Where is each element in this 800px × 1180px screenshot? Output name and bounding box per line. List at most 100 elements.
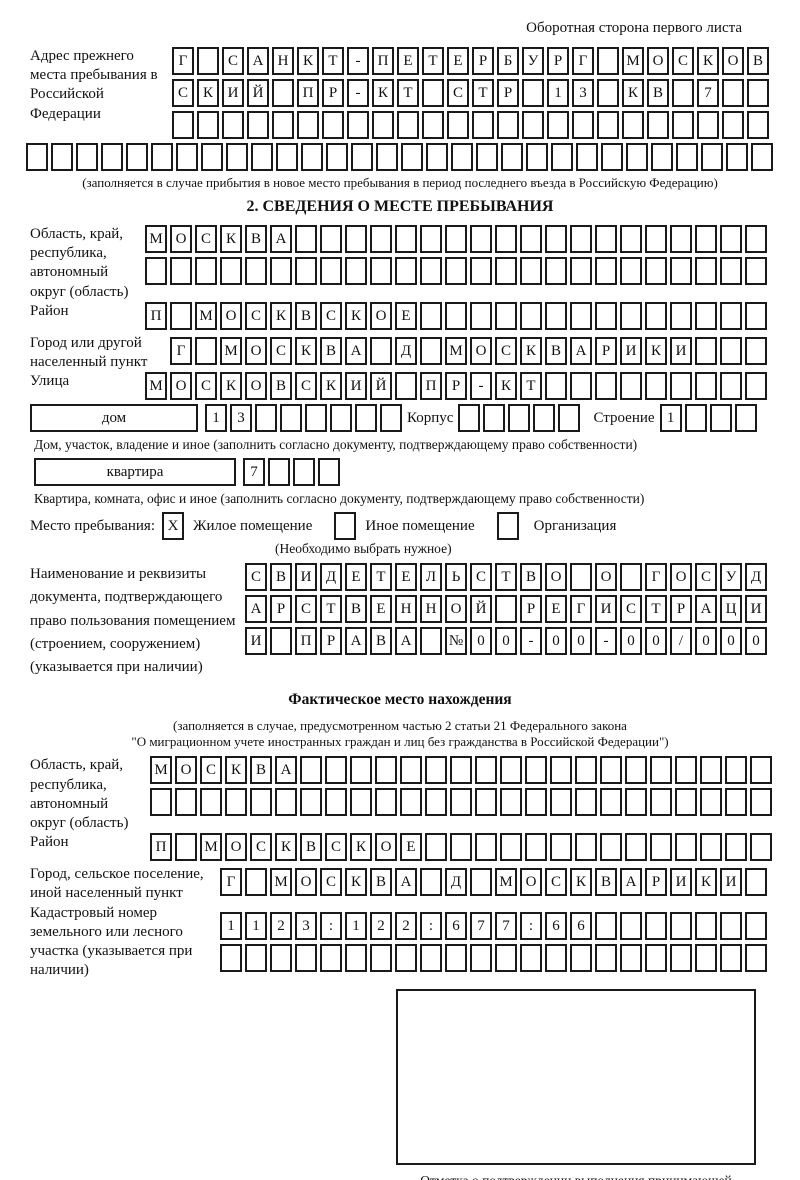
char-cell[interactable] xyxy=(645,225,667,253)
char-cell[interactable] xyxy=(495,595,517,624)
char-cell[interactable] xyxy=(445,257,467,285)
char-cell[interactable]: Ц xyxy=(720,595,742,624)
char-cell[interactable]: Р xyxy=(445,372,467,401)
char-cell[interactable]: Р xyxy=(472,47,494,75)
char-cell[interactable] xyxy=(176,143,198,171)
char-cell[interactable]: С xyxy=(295,595,317,624)
char-cell[interactable]: Е xyxy=(447,47,469,75)
char-cell[interactable] xyxy=(520,225,542,253)
char-cell[interactable]: А xyxy=(245,595,267,624)
char-cell[interactable] xyxy=(670,301,692,330)
char-cell[interactable]: П xyxy=(295,627,317,656)
char-cell[interactable] xyxy=(347,111,369,139)
char-cell[interactable]: 1 xyxy=(245,911,267,940)
char-cell[interactable] xyxy=(595,372,617,401)
char-cell[interactable] xyxy=(500,756,522,785)
char-cell[interactable]: С xyxy=(672,47,694,75)
char-cell[interactable]: К xyxy=(345,868,367,897)
char-cell[interactable] xyxy=(750,756,772,785)
char-cell[interactable] xyxy=(745,372,767,401)
char-cell[interactable] xyxy=(745,868,767,897)
char-cell[interactable]: О xyxy=(722,47,744,75)
char-cell[interactable] xyxy=(597,79,619,107)
char-cell[interactable] xyxy=(472,111,494,139)
char-cell[interactable]: П xyxy=(145,301,167,330)
char-cell[interactable] xyxy=(547,111,569,139)
char-cell[interactable] xyxy=(500,788,522,817)
char-cell[interactable] xyxy=(525,833,547,862)
char-cell[interactable]: 7 xyxy=(470,911,492,940)
char-cell[interactable] xyxy=(445,225,467,253)
char-cell[interactable]: Д xyxy=(320,563,342,592)
char-cell[interactable] xyxy=(570,301,592,330)
char-cell[interactable]: М xyxy=(445,336,467,365)
char-cell[interactable]: 0 xyxy=(745,627,767,656)
char-cell[interactable] xyxy=(525,756,547,785)
char-cell[interactable] xyxy=(326,143,348,171)
char-cell[interactable] xyxy=(709,404,732,433)
char-cell[interactable] xyxy=(726,143,748,171)
char-cell[interactable] xyxy=(370,257,392,285)
char-cell[interactable] xyxy=(575,756,597,785)
char-cell[interactable] xyxy=(520,301,542,330)
char-cell[interactable] xyxy=(150,788,172,817)
char-cell[interactable] xyxy=(175,833,197,862)
char-cell[interactable] xyxy=(425,788,447,817)
char-cell[interactable] xyxy=(293,458,315,487)
char-cell[interactable] xyxy=(170,301,192,330)
char-cell[interactable]: Г xyxy=(220,868,242,897)
char-cell[interactable] xyxy=(622,111,644,139)
char-cell[interactable] xyxy=(245,257,267,285)
char-cell[interactable] xyxy=(675,788,697,817)
char-cell[interactable]: 0 xyxy=(620,627,642,656)
char-cell[interactable]: Д xyxy=(395,336,417,365)
char-cell[interactable] xyxy=(670,911,692,940)
char-cell[interactable] xyxy=(695,225,717,253)
char-cell[interactable] xyxy=(647,111,669,139)
char-cell[interactable] xyxy=(370,336,392,365)
char-cell[interactable] xyxy=(320,225,342,253)
char-cell[interactable]: Г xyxy=(645,563,667,592)
char-cell[interactable] xyxy=(720,225,742,253)
char-cell[interactable] xyxy=(695,336,717,365)
char-cell[interactable] xyxy=(470,868,492,897)
char-cell[interactable]: А xyxy=(395,868,417,897)
char-cell[interactable]: С xyxy=(470,563,492,592)
char-cell[interactable] xyxy=(420,868,442,897)
char-cell[interactable]: В xyxy=(647,79,669,107)
char-cell[interactable]: - xyxy=(347,47,369,75)
char-cell[interactable]: О xyxy=(245,372,267,401)
char-cell[interactable] xyxy=(272,111,294,139)
char-cell[interactable] xyxy=(625,833,647,862)
char-cell[interactable] xyxy=(245,868,267,897)
char-cell[interactable]: С xyxy=(200,756,222,785)
char-cell[interactable] xyxy=(675,756,697,785)
char-cell[interactable] xyxy=(495,943,517,972)
char-cell[interactable] xyxy=(650,756,672,785)
char-cell[interactable]: С xyxy=(495,336,517,365)
checkbox-org[interactable] xyxy=(496,512,519,541)
char-cell[interactable]: К xyxy=(570,868,592,897)
char-cell[interactable] xyxy=(301,143,323,171)
char-cell[interactable] xyxy=(747,79,769,107)
char-cell[interactable] xyxy=(620,372,642,401)
char-cell[interactable] xyxy=(201,143,223,171)
char-cell[interactable]: 0 xyxy=(695,627,717,656)
char-cell[interactable] xyxy=(595,911,617,940)
char-cell[interactable] xyxy=(355,404,377,433)
char-cell[interactable] xyxy=(551,143,573,171)
char-cell[interactable]: Т xyxy=(645,595,667,624)
char-cell[interactable]: Е xyxy=(370,595,392,624)
char-cell[interactable] xyxy=(195,336,217,365)
char-cell[interactable] xyxy=(520,943,542,972)
char-cell[interactable] xyxy=(751,143,773,171)
char-cell[interactable] xyxy=(450,833,472,862)
char-cell[interactable]: С xyxy=(320,868,342,897)
char-cell[interactable]: О xyxy=(445,595,467,624)
char-cell[interactable] xyxy=(695,943,717,972)
char-cell[interactable] xyxy=(600,788,622,817)
char-cell[interactable]: 1 xyxy=(547,79,569,107)
char-cell[interactable]: А xyxy=(695,595,717,624)
char-cell[interactable] xyxy=(601,143,623,171)
char-cell[interactable]: С xyxy=(245,301,267,330)
